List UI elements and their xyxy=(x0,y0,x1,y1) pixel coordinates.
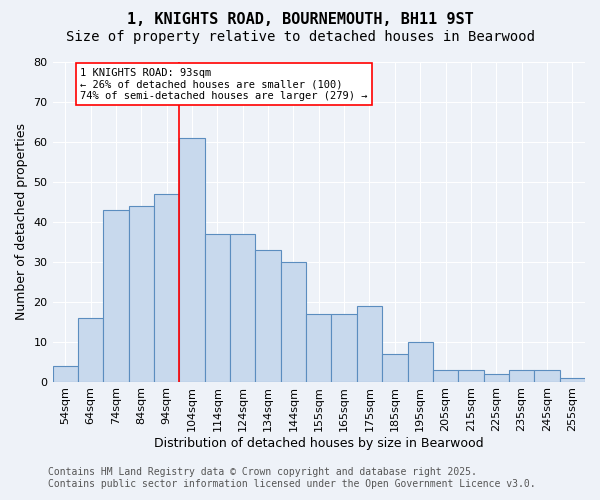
Bar xyxy=(534,370,560,382)
Bar xyxy=(128,206,154,382)
Text: Contains HM Land Registry data © Crown copyright and database right 2025.
Contai: Contains HM Land Registry data © Crown c… xyxy=(48,468,536,489)
Bar xyxy=(382,354,407,382)
Bar xyxy=(205,234,230,382)
Bar xyxy=(458,370,484,382)
Bar xyxy=(281,262,306,382)
X-axis label: Distribution of detached houses by size in Bearwood: Distribution of detached houses by size … xyxy=(154,437,484,450)
Y-axis label: Number of detached properties: Number of detached properties xyxy=(15,123,28,320)
Text: 1, KNIGHTS ROAD, BOURNEMOUTH, BH11 9ST: 1, KNIGHTS ROAD, BOURNEMOUTH, BH11 9ST xyxy=(127,12,473,28)
Bar xyxy=(433,370,458,382)
Bar xyxy=(230,234,256,382)
Text: Size of property relative to detached houses in Bearwood: Size of property relative to detached ho… xyxy=(65,30,535,44)
Text: 1 KNIGHTS ROAD: 93sqm
← 26% of detached houses are smaller (100)
74% of semi-det: 1 KNIGHTS ROAD: 93sqm ← 26% of detached … xyxy=(80,68,368,100)
Bar xyxy=(154,194,179,382)
Bar xyxy=(78,318,103,382)
Bar xyxy=(560,378,585,382)
Bar xyxy=(179,138,205,382)
Bar xyxy=(357,306,382,382)
Bar xyxy=(256,250,281,382)
Bar xyxy=(53,366,78,382)
Bar xyxy=(306,314,331,382)
Bar xyxy=(509,370,534,382)
Bar xyxy=(484,374,509,382)
Bar xyxy=(103,210,128,382)
Bar xyxy=(331,314,357,382)
Bar xyxy=(407,342,433,382)
